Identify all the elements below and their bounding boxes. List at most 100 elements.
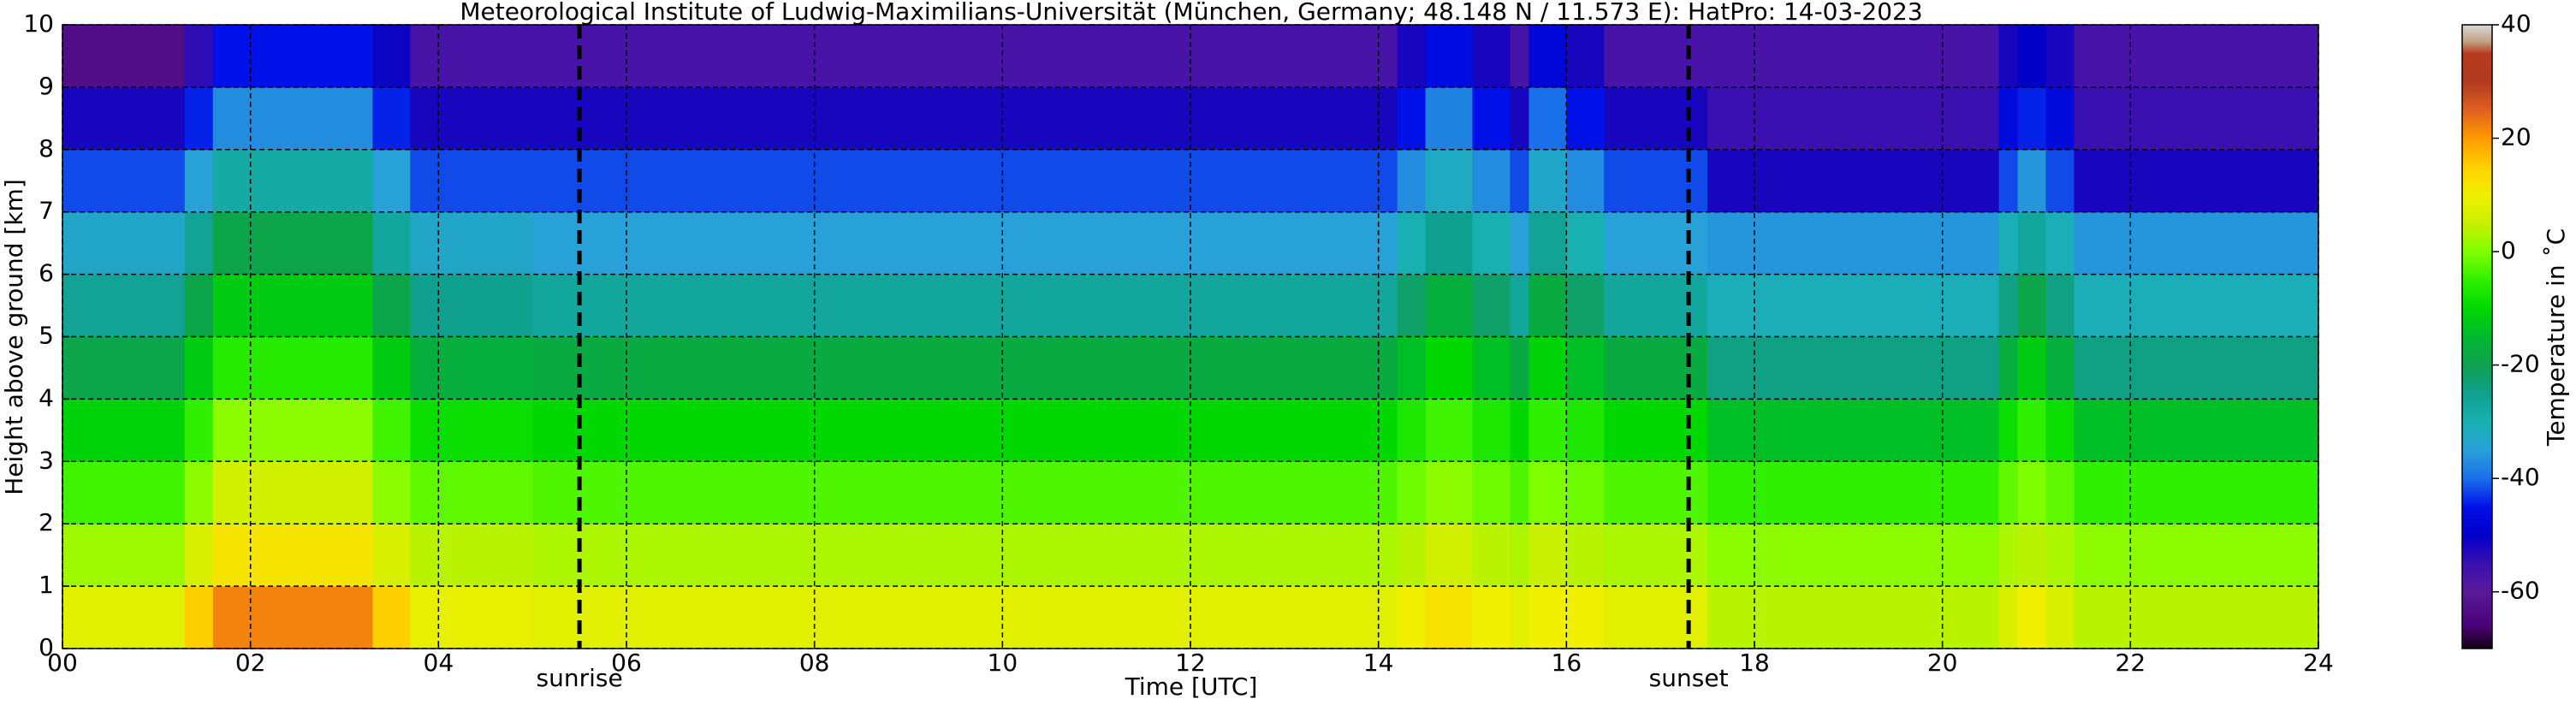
heatmap-cell — [1998, 524, 2019, 587]
heatmap-cell — [372, 461, 411, 524]
heatmap-cell — [62, 336, 186, 400]
heatmap-cell — [1998, 211, 2019, 275]
y-tick-label: 3 — [39, 446, 54, 474]
heatmap-cell — [1566, 399, 1605, 462]
heatmap-cell — [2074, 86, 2319, 151]
x-tick-label: 12 — [1175, 649, 1206, 677]
heatmap-cell — [1397, 524, 1427, 587]
heatmap-cell — [62, 461, 186, 524]
heatmap-cell — [1425, 461, 1473, 524]
heatmap-cell — [1510, 25, 1529, 88]
y-tick-label: 5 — [39, 322, 54, 350]
heatmap-cell — [1397, 149, 1427, 213]
x-tick-label: 04 — [424, 649, 454, 677]
heatmap-cell — [1998, 25, 2019, 88]
heatmap-cell — [1566, 149, 1605, 213]
colorbar-tick-label: 0 — [2501, 236, 2516, 264]
heatmap-cell — [372, 149, 411, 213]
colorbar-segment — [2462, 222, 2492, 252]
heatmap-cell — [212, 336, 373, 400]
colorbar-tick-label: 20 — [2501, 123, 2531, 151]
heatmap-cell — [1566, 25, 1605, 88]
heatmap-cell — [1707, 461, 2000, 524]
heatmap-cell — [62, 25, 186, 88]
heatmap-cell — [532, 461, 1398, 524]
heatmap-cell — [62, 399, 186, 462]
x-tick-label: 06 — [611, 649, 642, 677]
heatmap-cell — [1566, 336, 1605, 400]
heatmap-cell — [1528, 461, 1567, 524]
heatmap-cell — [1425, 524, 1473, 587]
heatmap-cell — [1604, 211, 1708, 275]
heatmap-cell — [410, 274, 533, 337]
heatmap-cell — [1425, 25, 1473, 88]
heatmap-cell — [532, 336, 1398, 400]
heatmap-cell — [2074, 336, 2319, 400]
colorbar-segment — [2462, 166, 2492, 196]
x-axis-label: Time [UTC] — [1125, 672, 1258, 701]
x-tick-label: 08 — [799, 649, 830, 677]
heatmap-cell — [1397, 86, 1427, 151]
colorbar-segment — [2462, 336, 2492, 366]
heatmap-cell — [1425, 149, 1473, 213]
heatmap-cell — [1998, 399, 2019, 462]
heatmap-cell — [1510, 86, 1529, 151]
heatmap-cell — [1425, 86, 1473, 151]
x-tick-label: 16 — [1552, 649, 1582, 677]
heatmap-cell — [1707, 586, 2000, 649]
heatmap-cell — [410, 336, 533, 400]
heatmap-cell — [1528, 149, 1567, 213]
heatmap-cell — [212, 586, 373, 649]
y-tick-label: 9 — [39, 72, 54, 100]
colorbar-segment — [2462, 591, 2492, 626]
heatmap-cell — [1566, 211, 1605, 275]
x-tick-label: 00 — [47, 649, 78, 677]
heatmap-cell — [1707, 86, 2000, 151]
x-tick-label: 20 — [1927, 649, 1958, 677]
heatmap-cell — [410, 149, 533, 213]
y-tick-label: 8 — [39, 134, 54, 163]
heatmap-cell — [184, 586, 214, 649]
heatmap-cell — [1604, 524, 1708, 587]
heatmap-cell — [184, 524, 214, 587]
heatmap-cell — [1707, 149, 2000, 213]
heatmap-cell — [1472, 399, 1511, 462]
y-tick-label: 2 — [39, 508, 54, 536]
heatmap-cell — [1998, 86, 2019, 151]
colorbar-label: Temperature in ˚C — [2542, 228, 2570, 447]
heatmap-cell — [212, 86, 373, 151]
heatmap-cell — [62, 586, 186, 649]
heatmap-cell — [184, 461, 214, 524]
heatmap-cell — [1707, 336, 2000, 400]
heatmap-cell — [2045, 274, 2074, 337]
heatmap-cell — [2045, 524, 2074, 587]
heatmap-cell — [1472, 461, 1511, 524]
heatmap-cell — [2045, 149, 2074, 213]
heatmap-cell — [184, 86, 214, 151]
heatmap-cell — [2074, 211, 2319, 275]
heatmap-cell — [1707, 274, 2000, 337]
heatmap-cell — [1472, 149, 1511, 213]
heatmap-cell — [2017, 25, 2046, 88]
heatmap-cell — [1510, 211, 1529, 275]
heatmap-cell — [372, 25, 411, 88]
heatmap-cell — [2045, 586, 2074, 649]
heatmap-cell — [2017, 586, 2046, 649]
heatmap-cell — [1510, 586, 1529, 649]
heatmap-cell — [1397, 399, 1427, 462]
colorbar-segment — [2462, 280, 2492, 309]
event-label: sunrise — [536, 664, 622, 692]
heatmap-cell — [1528, 586, 1567, 649]
heatmap-cell — [1566, 524, 1605, 587]
heatmap-cell — [1998, 274, 2019, 337]
heatmap-cell — [184, 399, 214, 462]
x-tick-label: 22 — [2116, 649, 2146, 677]
heatmap-cell — [62, 149, 186, 213]
heatmap-cell — [372, 399, 411, 462]
heatmap-cell — [1472, 524, 1511, 587]
heatmap-cell — [1472, 336, 1511, 400]
heatmap-cell — [2017, 86, 2046, 151]
colorbar-segment — [2462, 421, 2492, 451]
colorbar-tick-label: 40 — [2501, 9, 2531, 38]
heatmap-cell — [2017, 399, 2046, 462]
